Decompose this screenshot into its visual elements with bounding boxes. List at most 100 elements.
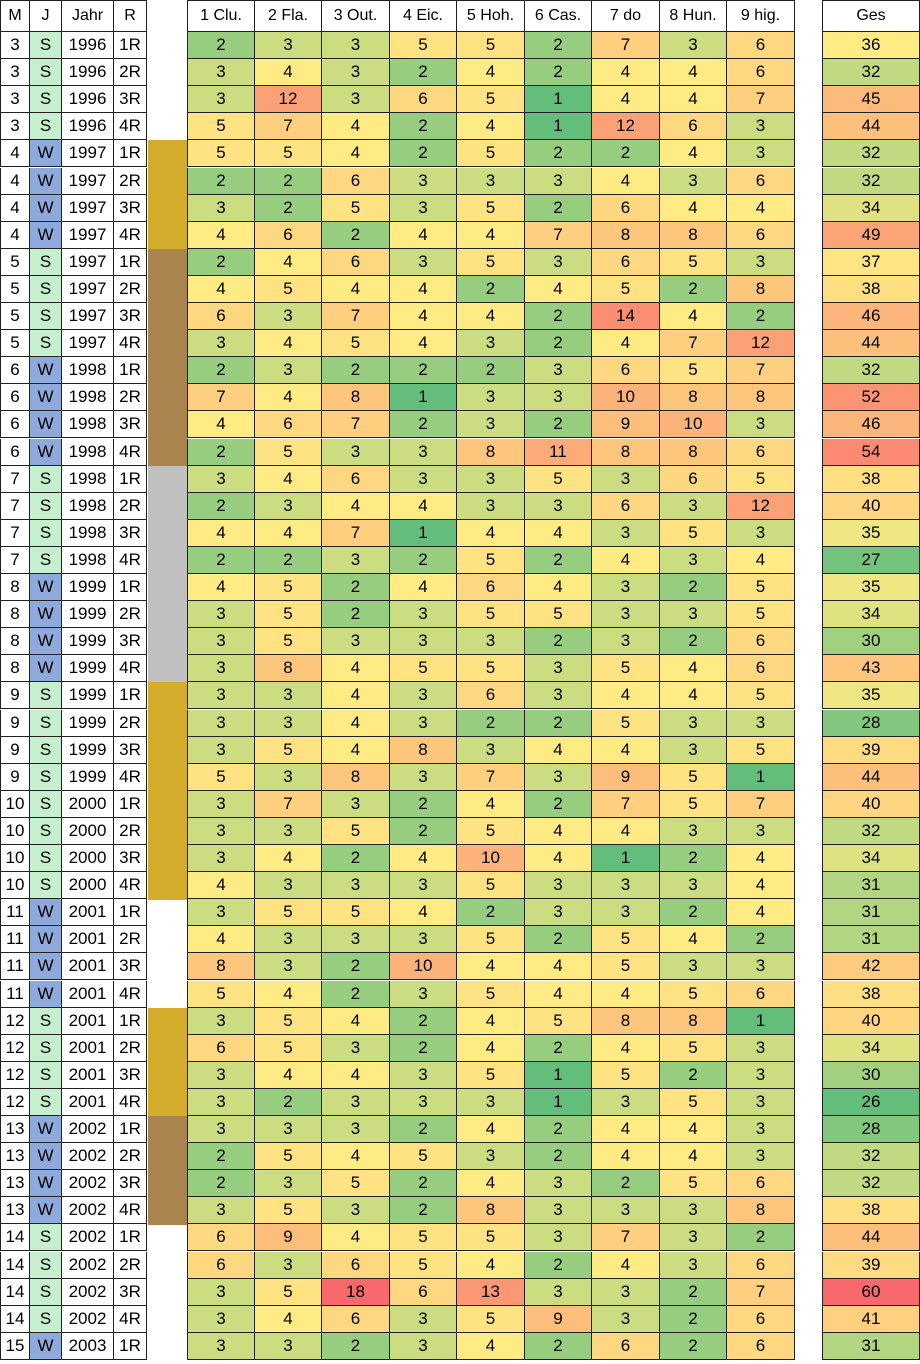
total-cell[interactable]: 38	[822, 1197, 920, 1225]
row-month[interactable]: 9	[0, 736, 30, 764]
total-cell[interactable]: 39	[822, 1251, 920, 1279]
row-year[interactable]: 1997	[62, 194, 114, 222]
score-cell[interactable]: 2	[525, 1332, 592, 1360]
score-cell[interactable]: 5	[322, 194, 390, 222]
row-year[interactable]: 1998	[62, 438, 114, 466]
score-cell[interactable]: 2	[525, 1251, 592, 1279]
score-cell[interactable]: 3	[187, 1197, 255, 1225]
row-month[interactable]: 14	[0, 1278, 30, 1306]
total-cell[interactable]: 26	[822, 1088, 920, 1116]
score-cell[interactable]: 3	[322, 546, 390, 574]
score-cell[interactable]: 7	[592, 1224, 660, 1252]
row-round[interactable]: 4R	[114, 438, 147, 466]
total-cell[interactable]: 28	[822, 1116, 920, 1144]
row-season[interactable]: S	[30, 32, 62, 60]
total-cell[interactable]: 46	[822, 303, 920, 331]
score-cell[interactable]: 2	[255, 546, 322, 574]
row-season[interactable]: S	[30, 248, 62, 276]
score-cell[interactable]: 3	[187, 465, 255, 493]
score-cell[interactable]: 5	[457, 140, 525, 168]
header-m[interactable]: M	[0, 0, 30, 32]
score-cell[interactable]: 9	[255, 1224, 322, 1252]
row-season[interactable]: W	[30, 628, 62, 656]
header-hole-6[interactable]: 6 Cas.	[525, 0, 592, 32]
total-cell[interactable]: 40	[822, 1007, 920, 1035]
score-cell[interactable]: 3	[592, 601, 660, 629]
row-season[interactable]: S	[30, 1061, 62, 1089]
score-cell[interactable]: 3	[592, 1278, 660, 1306]
row-year[interactable]: 1998	[62, 384, 114, 412]
row-season[interactable]: W	[30, 1332, 62, 1360]
row-month[interactable]: 10	[0, 872, 30, 900]
score-cell[interactable]: 3	[525, 492, 592, 520]
score-cell[interactable]: 3	[187, 330, 255, 358]
total-cell[interactable]: 32	[822, 59, 920, 87]
score-cell[interactable]: 6	[727, 221, 795, 249]
score-cell[interactable]: 3	[390, 926, 457, 954]
row-season[interactable]: W	[30, 384, 62, 412]
score-cell[interactable]: 3	[660, 817, 727, 845]
score-cell[interactable]: 4	[457, 1251, 525, 1279]
score-cell[interactable]: 3	[255, 763, 322, 791]
row-round[interactable]: 1R	[114, 790, 147, 818]
total-cell[interactable]: 32	[822, 1170, 920, 1198]
score-cell[interactable]: 6	[592, 357, 660, 385]
score-cell[interactable]: 2	[390, 1034, 457, 1062]
score-cell[interactable]: 4	[592, 980, 660, 1008]
score-cell[interactable]: 5	[457, 926, 525, 954]
row-month[interactable]: 11	[0, 953, 30, 981]
score-cell[interactable]: 5	[525, 465, 592, 493]
score-cell[interactable]: 2	[390, 140, 457, 168]
row-round[interactable]: 1R	[114, 574, 147, 602]
row-round[interactable]: 1R	[114, 32, 147, 60]
score-cell[interactable]: 4	[187, 519, 255, 547]
score-cell[interactable]: 7	[727, 1278, 795, 1306]
score-cell[interactable]: 3	[187, 1088, 255, 1116]
score-cell[interactable]: 2	[660, 899, 727, 927]
score-cell[interactable]: 5	[457, 817, 525, 845]
score-cell[interactable]: 3	[727, 248, 795, 276]
score-cell[interactable]: 3	[592, 628, 660, 656]
score-cell[interactable]: 8	[660, 221, 727, 249]
score-cell[interactable]: 5	[255, 1034, 322, 1062]
score-cell[interactable]: 3	[255, 682, 322, 710]
score-cell[interactable]: 6	[322, 465, 390, 493]
row-season[interactable]: S	[30, 763, 62, 791]
score-cell[interactable]: 6	[592, 1332, 660, 1360]
score-cell[interactable]: 2	[187, 438, 255, 466]
score-cell[interactable]: 3	[322, 1088, 390, 1116]
row-round[interactable]: 1R	[114, 140, 147, 168]
score-cell[interactable]: 3	[727, 1061, 795, 1089]
score-cell[interactable]: 3	[390, 438, 457, 466]
score-cell[interactable]: 4	[322, 275, 390, 303]
score-cell[interactable]: 2	[322, 1332, 390, 1360]
score-cell[interactable]: 2	[390, 546, 457, 574]
row-round[interactable]: 4R	[114, 872, 147, 900]
score-cell[interactable]: 2	[322, 845, 390, 873]
score-cell[interactable]: 7	[727, 86, 795, 114]
score-cell[interactable]: 5	[255, 574, 322, 602]
header-jahr[interactable]: Jahr	[62, 0, 114, 32]
row-season[interactable]: W	[30, 221, 62, 249]
score-cell[interactable]: 3	[322, 872, 390, 900]
row-season[interactable]: W	[30, 1197, 62, 1225]
score-cell[interactable]: 4	[525, 817, 592, 845]
score-cell[interactable]: 6	[592, 248, 660, 276]
row-year[interactable]: 2002	[62, 1143, 114, 1171]
score-cell[interactable]: 3	[322, 32, 390, 60]
score-cell[interactable]: 2	[322, 953, 390, 981]
row-round[interactable]: 3R	[114, 736, 147, 764]
score-cell[interactable]: 8	[592, 221, 660, 249]
score-cell[interactable]: 5	[727, 465, 795, 493]
row-year[interactable]: 1998	[62, 519, 114, 547]
score-cell[interactable]: 4	[322, 1143, 390, 1171]
score-cell[interactable]: 4	[255, 384, 322, 412]
score-cell[interactable]: 3	[525, 763, 592, 791]
row-year[interactable]: 2001	[62, 1061, 114, 1089]
row-month[interactable]: 4	[0, 221, 30, 249]
score-cell[interactable]: 12	[255, 86, 322, 114]
row-year[interactable]: 2002	[62, 1170, 114, 1198]
score-cell[interactable]: 2	[525, 330, 592, 358]
score-cell[interactable]: 5	[727, 574, 795, 602]
score-cell[interactable]: 6	[727, 628, 795, 656]
